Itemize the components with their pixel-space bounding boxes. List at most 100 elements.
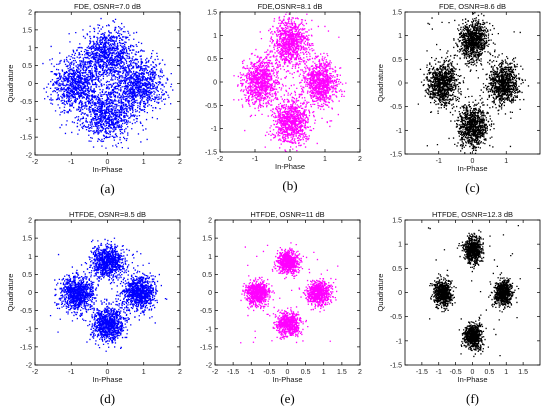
panel-b: -2 -1 0 1 2 -1.5 -1 -0.5 0 0.5 1 1.5 FDE,OSNR=8.1 dB…	[205, 2, 362, 193]
x-tick-label: 0	[288, 156, 292, 163]
y-axis-label: Quadrature	[376, 64, 385, 102]
x-axis-label: In-Phase	[457, 375, 487, 384]
panel-title: HTFDE, OSNR=12.3 dB	[432, 210, 513, 219]
scatter-points	[42, 17, 180, 149]
panel-title: FDE, OSNR=7.0 dB	[74, 2, 141, 11]
y-tick-label: 0.5	[202, 272, 212, 279]
x-tick-label: 2	[178, 369, 182, 376]
x-tick-label: 2	[178, 159, 182, 166]
y-tick-label: -1	[211, 126, 217, 133]
y-tick-label: 1.5	[22, 236, 32, 243]
y-tick-label: 1.5	[392, 218, 402, 225]
x-tick-label: 2	[358, 369, 362, 376]
panel-a: -2 -1 0 1 2 -2 -1.5 -1 -0.5 0 0.5 1 1.5 2 FDE, OSNR=7.…	[6, 2, 182, 196]
x-tick-label: -2	[217, 156, 223, 163]
x-tick-label: 1	[504, 158, 508, 165]
y-tick-label: 0.5	[392, 57, 402, 64]
y-tick-label: 1	[398, 242, 402, 249]
y-tick-label: 1	[398, 33, 402, 40]
x-tick-label: 1.5	[337, 369, 347, 376]
scatter-points	[233, 12, 347, 152]
y-tick-label: 0	[28, 290, 32, 297]
y-tick-label: 1	[28, 254, 32, 261]
y-tick-label: 1.5	[202, 236, 212, 243]
x-tick-label: 0	[286, 369, 290, 376]
y-tick-label: 0.5	[22, 63, 32, 70]
x-tick-label: 0.5	[485, 369, 495, 376]
panel-title: HTFDE, OSNR=8.5 dB	[69, 210, 146, 219]
panel-caption: (b)	[282, 178, 297, 193]
y-tick-label: 2	[28, 10, 32, 17]
x-tick-label: -2	[212, 369, 218, 376]
panel-d: -2 -1 0 1 2 -2 -1.5 -1 -0.5 0 0.5 1 1.5 2 HTFDE, OSNR=…	[6, 210, 182, 406]
scatter-marks	[427, 225, 521, 358]
x-axis-label: In-Phase	[92, 375, 122, 384]
x-tick-label: -1	[68, 369, 74, 376]
y-tick-label: -1	[206, 326, 212, 333]
y-tick-label: -1.5	[200, 344, 212, 351]
x-tick-label: -1	[252, 156, 258, 163]
y-tick-label: -0.5	[390, 314, 402, 321]
y-tick-label: 0	[213, 80, 217, 87]
x-tick-label: -1.5	[227, 369, 239, 376]
y-tick-label: -0.5	[200, 308, 212, 315]
y-tick-label: -0.5	[205, 103, 217, 110]
x-tick-label: 0	[106, 369, 110, 376]
scatter-points	[427, 225, 521, 358]
x-tick-label: 1	[504, 369, 508, 376]
x-tick-label: -1	[68, 159, 74, 166]
panel-caption: (a)	[100, 181, 114, 196]
y-tick-label: 1.5	[22, 27, 32, 34]
scatter-marks	[42, 17, 180, 149]
y-tick-label: 1.5	[392, 10, 402, 17]
x-tick-label: 0	[106, 159, 110, 166]
y-tick-label: 0	[398, 290, 402, 297]
x-tick-label: -1	[436, 369, 442, 376]
x-axis-label: In-Phase	[272, 375, 302, 384]
y-tick-label: -1	[26, 326, 32, 333]
y-tick-label: -1	[396, 128, 402, 135]
x-tick-label: 0	[471, 158, 475, 165]
panel-e: -2 -1.5 -1 -0.5 0 0.5 1 1.5 2 -2 -1.5 -1 -0.5 0 0.5 1 1.…	[200, 210, 362, 406]
y-tick-label: 0.5	[207, 56, 217, 63]
y-axis-label: Quadrature	[6, 274, 15, 312]
y-tick-label: 2	[28, 218, 32, 225]
y-tick-label: -1.5	[205, 150, 217, 157]
panel-title: FDE,OSNR=8.1 dB	[258, 2, 323, 11]
scatter-marks	[240, 242, 339, 344]
y-tick-label: -1.5	[20, 344, 32, 351]
y-tick-label: 0	[28, 81, 32, 88]
panel-caption: (e)	[280, 391, 294, 406]
y-tick-label: 1	[208, 254, 212, 261]
x-tick-label: -1	[436, 158, 442, 165]
panel-caption: (f)	[466, 391, 479, 406]
panel-c: -1 0 1 -1.5 -1 -0.5 0 0.5 1 1.5 FDE, OSNR=8.6 dB In…	[376, 2, 541, 195]
y-tick-label: -1	[396, 338, 402, 345]
y-tick-label: -1	[26, 117, 32, 124]
x-tick-label: 1	[322, 369, 326, 376]
x-tick-label: -1.5	[416, 369, 428, 376]
y-tick-label: 0.5	[392, 266, 402, 273]
x-tick-label: -0.5	[263, 369, 275, 376]
y-tick-label: -1.5	[20, 135, 32, 142]
x-tick-label: 1	[323, 156, 327, 163]
x-axis-label: In-Phase	[457, 164, 487, 173]
y-tick-label: -2	[206, 363, 212, 370]
scatter-marks	[417, 12, 530, 154]
y-tick-label: -2	[26, 153, 32, 160]
x-tick-label: -2	[32, 369, 38, 376]
y-tick-label: 1	[28, 45, 32, 52]
y-tick-label: -2	[26, 363, 32, 370]
x-axis-label: In-Phase	[92, 165, 122, 174]
scatter-marks	[49, 237, 168, 352]
y-tick-label: -0.5	[390, 104, 402, 111]
panel-title: FDE, OSNR=8.6 dB	[439, 2, 506, 11]
y-tick-label: -1.5	[390, 152, 402, 159]
x-tick-label: 0.5	[301, 369, 311, 376]
scatter-points	[417, 12, 530, 154]
y-tick-label: 0	[208, 290, 212, 297]
y-tick-label: -1.5	[390, 363, 402, 370]
x-tick-label: 1	[142, 369, 146, 376]
scatter-marks	[233, 12, 347, 152]
panel-caption: (c)	[465, 180, 479, 195]
